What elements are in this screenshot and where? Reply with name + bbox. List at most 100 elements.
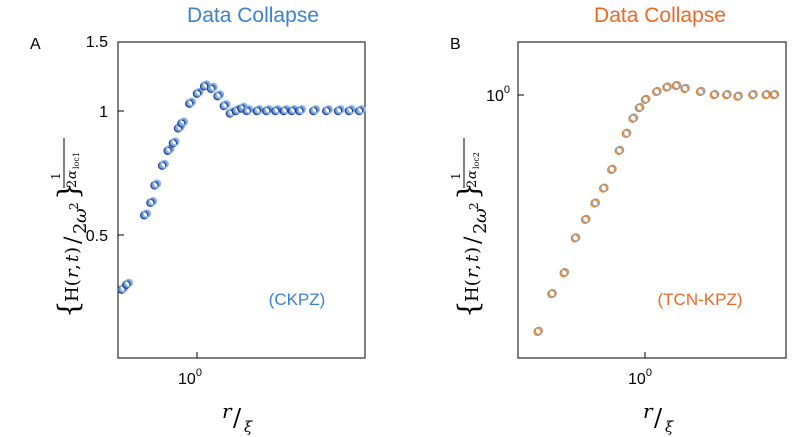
data-point [629, 113, 639, 123]
svg-text:r: r [62, 268, 83, 278]
svg-text:ξ: ξ [244, 418, 253, 436]
data-point [710, 89, 720, 99]
data-point [571, 233, 581, 242]
panel-b-title: Data Collapse [594, 4, 726, 27]
svg-text:2: 2 [67, 202, 81, 210]
panel-b: Data Collapse B 100 100 (TCN-KPZ) r / ξ … [449, 4, 787, 436]
svg-text:}: } [452, 182, 485, 200]
svg-text:): ) [462, 247, 483, 254]
panel-b-ytick-label: 100 [486, 84, 510, 105]
data-point [311, 105, 321, 114]
data-point [347, 105, 356, 114]
svg-text:loc2: loc2 [472, 152, 481, 169]
svg-text:{: { [52, 300, 85, 318]
svg-text:2: 2 [467, 202, 481, 210]
data-point [187, 97, 197, 107]
data-point [749, 89, 758, 99]
data-point [357, 105, 366, 114]
panel-b-letter: B [450, 36, 461, 53]
data-point [160, 159, 169, 169]
panel-a-xtick-label: 100 [178, 367, 202, 388]
data-point [635, 102, 645, 112]
svg-text:α: α [65, 170, 80, 179]
data-point [336, 105, 345, 114]
svg-text:1: 1 [449, 172, 463, 180]
data-point [171, 137, 180, 146]
data-point [608, 164, 617, 174]
data-point [195, 87, 204, 97]
panel-a: Data Collapse A 1.5 1 0.5 100 (CKPZ) r /… [30, 4, 366, 436]
data-point [244, 105, 254, 114]
data-point [653, 86, 662, 96]
data-point [723, 89, 732, 99]
data-point [548, 288, 557, 298]
svg-text:loc1: loc1 [72, 152, 81, 169]
svg-text:r: r [462, 268, 483, 278]
panel-b-tag: (TCN-KPZ) [658, 290, 743, 309]
data-point [697, 86, 706, 96]
data-point [591, 198, 600, 207]
panel-a-axes-box [117, 41, 366, 359]
panel-a-ylabel: { H( r , t ) / 2 ω 2 } 1 2 α loc1 [49, 138, 91, 318]
svg-text:2: 2 [70, 223, 91, 234]
svg-text:/: / [233, 404, 242, 432]
data-point [124, 278, 134, 288]
panel-a-points [117, 80, 366, 294]
data-point [297, 105, 307, 114]
svg-text:2: 2 [470, 223, 491, 234]
svg-text:t: t [62, 254, 83, 262]
data-point [663, 82, 672, 91]
data-point [672, 80, 682, 90]
svg-text:/: / [61, 236, 86, 244]
svg-text:{: { [452, 300, 485, 318]
svg-text:ξ: ξ [665, 418, 674, 436]
data-point [734, 91, 743, 101]
panel-a-ytick-label: 1 [99, 104, 108, 121]
panel-b-xlabel: r / ξ [643, 399, 674, 436]
panel-a-xlabel: r / ξ [222, 399, 253, 436]
svg-text:2: 2 [65, 180, 80, 188]
panel-b-axes-box [517, 41, 787, 359]
panel-b-xtick-label: 100 [628, 367, 652, 388]
svg-text:2: 2 [465, 180, 480, 188]
svg-text:,: , [462, 264, 483, 270]
data-point [142, 209, 151, 218]
data-point [641, 94, 651, 104]
data-point [770, 89, 780, 99]
svg-text:}: } [52, 182, 85, 200]
data-point [179, 117, 189, 127]
svg-text:1: 1 [49, 172, 63, 180]
svg-text:t: t [462, 254, 483, 262]
data-point [582, 214, 591, 224]
data-point [622, 128, 632, 138]
panel-b-points [533, 80, 780, 336]
panel-a-tag: (CKPZ) [269, 290, 326, 309]
data-point [681, 83, 690, 93]
svg-text:/: / [654, 404, 663, 432]
svg-text:ω: ω [70, 208, 91, 223]
svg-text:H(: H( [462, 279, 483, 302]
panel-a-title: Data Collapse [187, 4, 319, 27]
svg-text:r: r [222, 399, 233, 423]
panel-b-ylabel: { H( r , t ) / 2 ω 2 } 1 2 α loc2 [449, 138, 491, 318]
svg-text:α: α [465, 170, 480, 179]
svg-text:): ) [62, 247, 83, 254]
data-point [534, 326, 544, 336]
svg-text:r: r [643, 399, 654, 423]
data-point [600, 183, 609, 192]
data-point [209, 82, 218, 92]
panel-a-ytick-label: 0.5 [86, 228, 108, 245]
panel-a-letter: A [30, 36, 41, 53]
data-point [148, 196, 158, 206]
data-point [615, 145, 625, 155]
data-point [222, 100, 231, 109]
panel-a-ytick-label: 1.5 [86, 34, 108, 51]
data-point [324, 105, 333, 114]
svg-text:H(: H( [62, 279, 83, 302]
data-point [152, 179, 162, 189]
svg-text:,: , [62, 264, 83, 270]
data-point [560, 268, 570, 277]
svg-text:ω: ω [470, 208, 491, 223]
svg-text:/: / [461, 236, 486, 244]
